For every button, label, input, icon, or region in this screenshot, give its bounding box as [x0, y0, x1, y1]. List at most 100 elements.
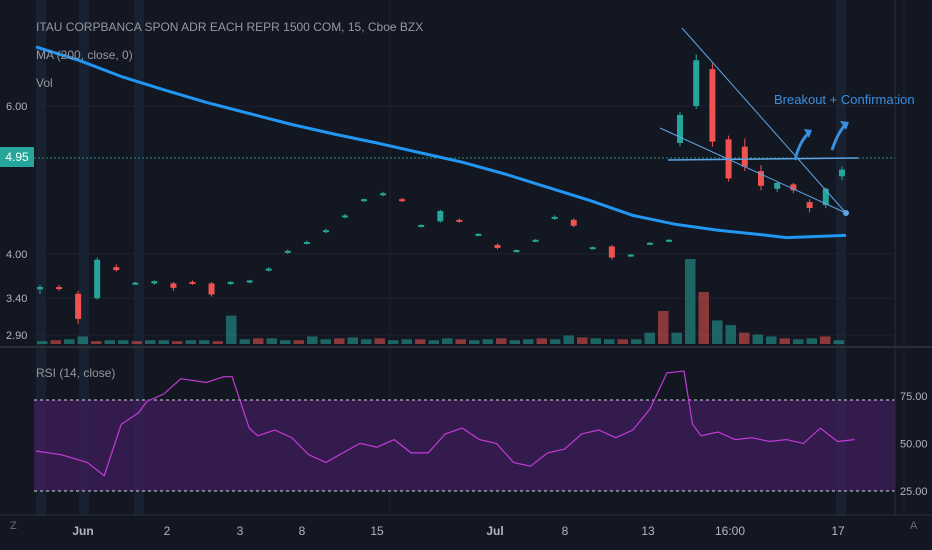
candle-body — [475, 233, 482, 236]
volume-bar — [644, 332, 655, 344]
volume-bar — [820, 336, 831, 344]
candle-body — [532, 239, 539, 242]
session-band — [79, 0, 89, 515]
wedge-lower-line[interactable] — [659, 127, 847, 214]
candle-body — [246, 280, 253, 283]
candle-body — [806, 202, 813, 209]
session-band — [836, 0, 846, 515]
volume-bar — [712, 320, 723, 344]
candle-body — [303, 242, 310, 245]
session-band — [36, 0, 46, 515]
volume-bar — [658, 310, 669, 344]
volume-bar — [118, 340, 129, 344]
price-tick-label: 3.40 — [6, 293, 27, 305]
candle-body — [208, 283, 215, 295]
candle-body — [437, 210, 444, 222]
timezone-icon[interactable]: Z — [10, 520, 17, 532]
candle-body — [758, 171, 764, 186]
volume-bar — [388, 340, 399, 344]
candle-body — [94, 259, 101, 299]
ma-200-line — [35, 45, 847, 240]
time-tick-label: 8 — [299, 524, 306, 538]
volume-bar — [239, 339, 250, 344]
volume-bar — [617, 339, 628, 344]
volume-bars — [37, 259, 844, 344]
time-axis[interactable]: Jun 2 3 8 15 Jul 8 13 16:00 17 — [72, 524, 845, 538]
volume-bar — [347, 337, 358, 344]
volume-bar — [536, 338, 547, 344]
volume-bar — [779, 338, 790, 344]
volume-bar — [199, 340, 210, 344]
candle-body — [822, 188, 829, 206]
price-tick-label: 2.90 — [6, 330, 27, 342]
rsi-legend[interactable]: RSI (14, close) — [36, 366, 116, 380]
volume-bar — [590, 338, 601, 344]
volume-bar — [77, 336, 88, 344]
volume-bar — [212, 341, 223, 344]
candle-body — [570, 219, 577, 226]
volume-bar — [685, 259, 696, 344]
volume-bar — [172, 341, 183, 344]
volume-bar — [469, 340, 480, 344]
volume-bar — [266, 338, 277, 344]
volume-bar — [509, 340, 520, 344]
candle-body — [677, 114, 683, 144]
volume-bar — [37, 341, 48, 344]
candle-body — [284, 250, 291, 253]
support-line[interactable] — [667, 157, 859, 161]
rsi-line — [35, 370, 855, 477]
volume-bar — [64, 339, 75, 344]
volume-bar — [563, 335, 574, 344]
ma-legend[interactable]: MA (200, close, 0) — [36, 48, 133, 62]
volume-bar — [725, 325, 736, 344]
candle-body — [741, 146, 748, 167]
volume-bar — [482, 339, 493, 344]
chart-title[interactable]: ITAU CORPBANCA SPON ADR EACH REPR 1500 C… — [36, 20, 424, 34]
candle-body — [418, 225, 425, 228]
rsi-tick-label: 50.00 — [900, 438, 928, 450]
candle-body — [456, 219, 463, 222]
candle-body — [170, 283, 177, 288]
volume-bar — [293, 340, 304, 344]
volume-bar — [91, 341, 102, 344]
volume-bar — [226, 315, 237, 344]
candle-body — [774, 182, 781, 189]
breakout-annotation[interactable]: Breakout + Confirmation — [774, 92, 915, 107]
rsi-axis[interactable]: 75.00 50.00 25.00 — [900, 391, 928, 498]
volume-bar — [145, 340, 156, 344]
candle-body — [551, 216, 558, 219]
time-tick-label: 13 — [641, 524, 655, 538]
candle-body — [589, 247, 596, 250]
session-band — [134, 0, 144, 515]
time-tick-label: 3 — [237, 524, 244, 538]
time-tick-label: 8 — [562, 524, 569, 538]
price-axis[interactable]: 6.00 4.00 3.40 2.90 — [6, 101, 27, 342]
volume-bar — [631, 339, 642, 344]
volume-bar — [428, 340, 439, 344]
candle-body — [608, 246, 615, 258]
wedge-upper-line[interactable] — [681, 27, 847, 214]
wedge-drawing[interactable] — [659, 27, 859, 216]
candle-body — [341, 215, 348, 218]
vol-legend[interactable]: Vol — [36, 76, 53, 90]
volume-bar — [401, 339, 412, 344]
candle-body — [322, 230, 329, 233]
price-tick-label: 6.00 — [6, 101, 27, 113]
candle-body — [646, 242, 653, 245]
time-tick-label: 15 — [370, 524, 384, 538]
candle-body — [494, 244, 501, 248]
candle-body — [132, 282, 139, 285]
candle-body — [37, 287, 43, 290]
volume-bar — [185, 340, 196, 344]
auto-scale-icon[interactable]: A — [910, 520, 918, 532]
volume-bar — [698, 292, 709, 344]
candle-body — [666, 239, 672, 242]
arrowhead-icon — [840, 121, 849, 130]
candle-body — [790, 184, 797, 191]
volume-bar — [104, 340, 115, 344]
volume-bar — [442, 338, 453, 344]
candle-body — [361, 199, 368, 202]
volume-bar — [334, 338, 345, 344]
candle-body — [56, 287, 63, 290]
